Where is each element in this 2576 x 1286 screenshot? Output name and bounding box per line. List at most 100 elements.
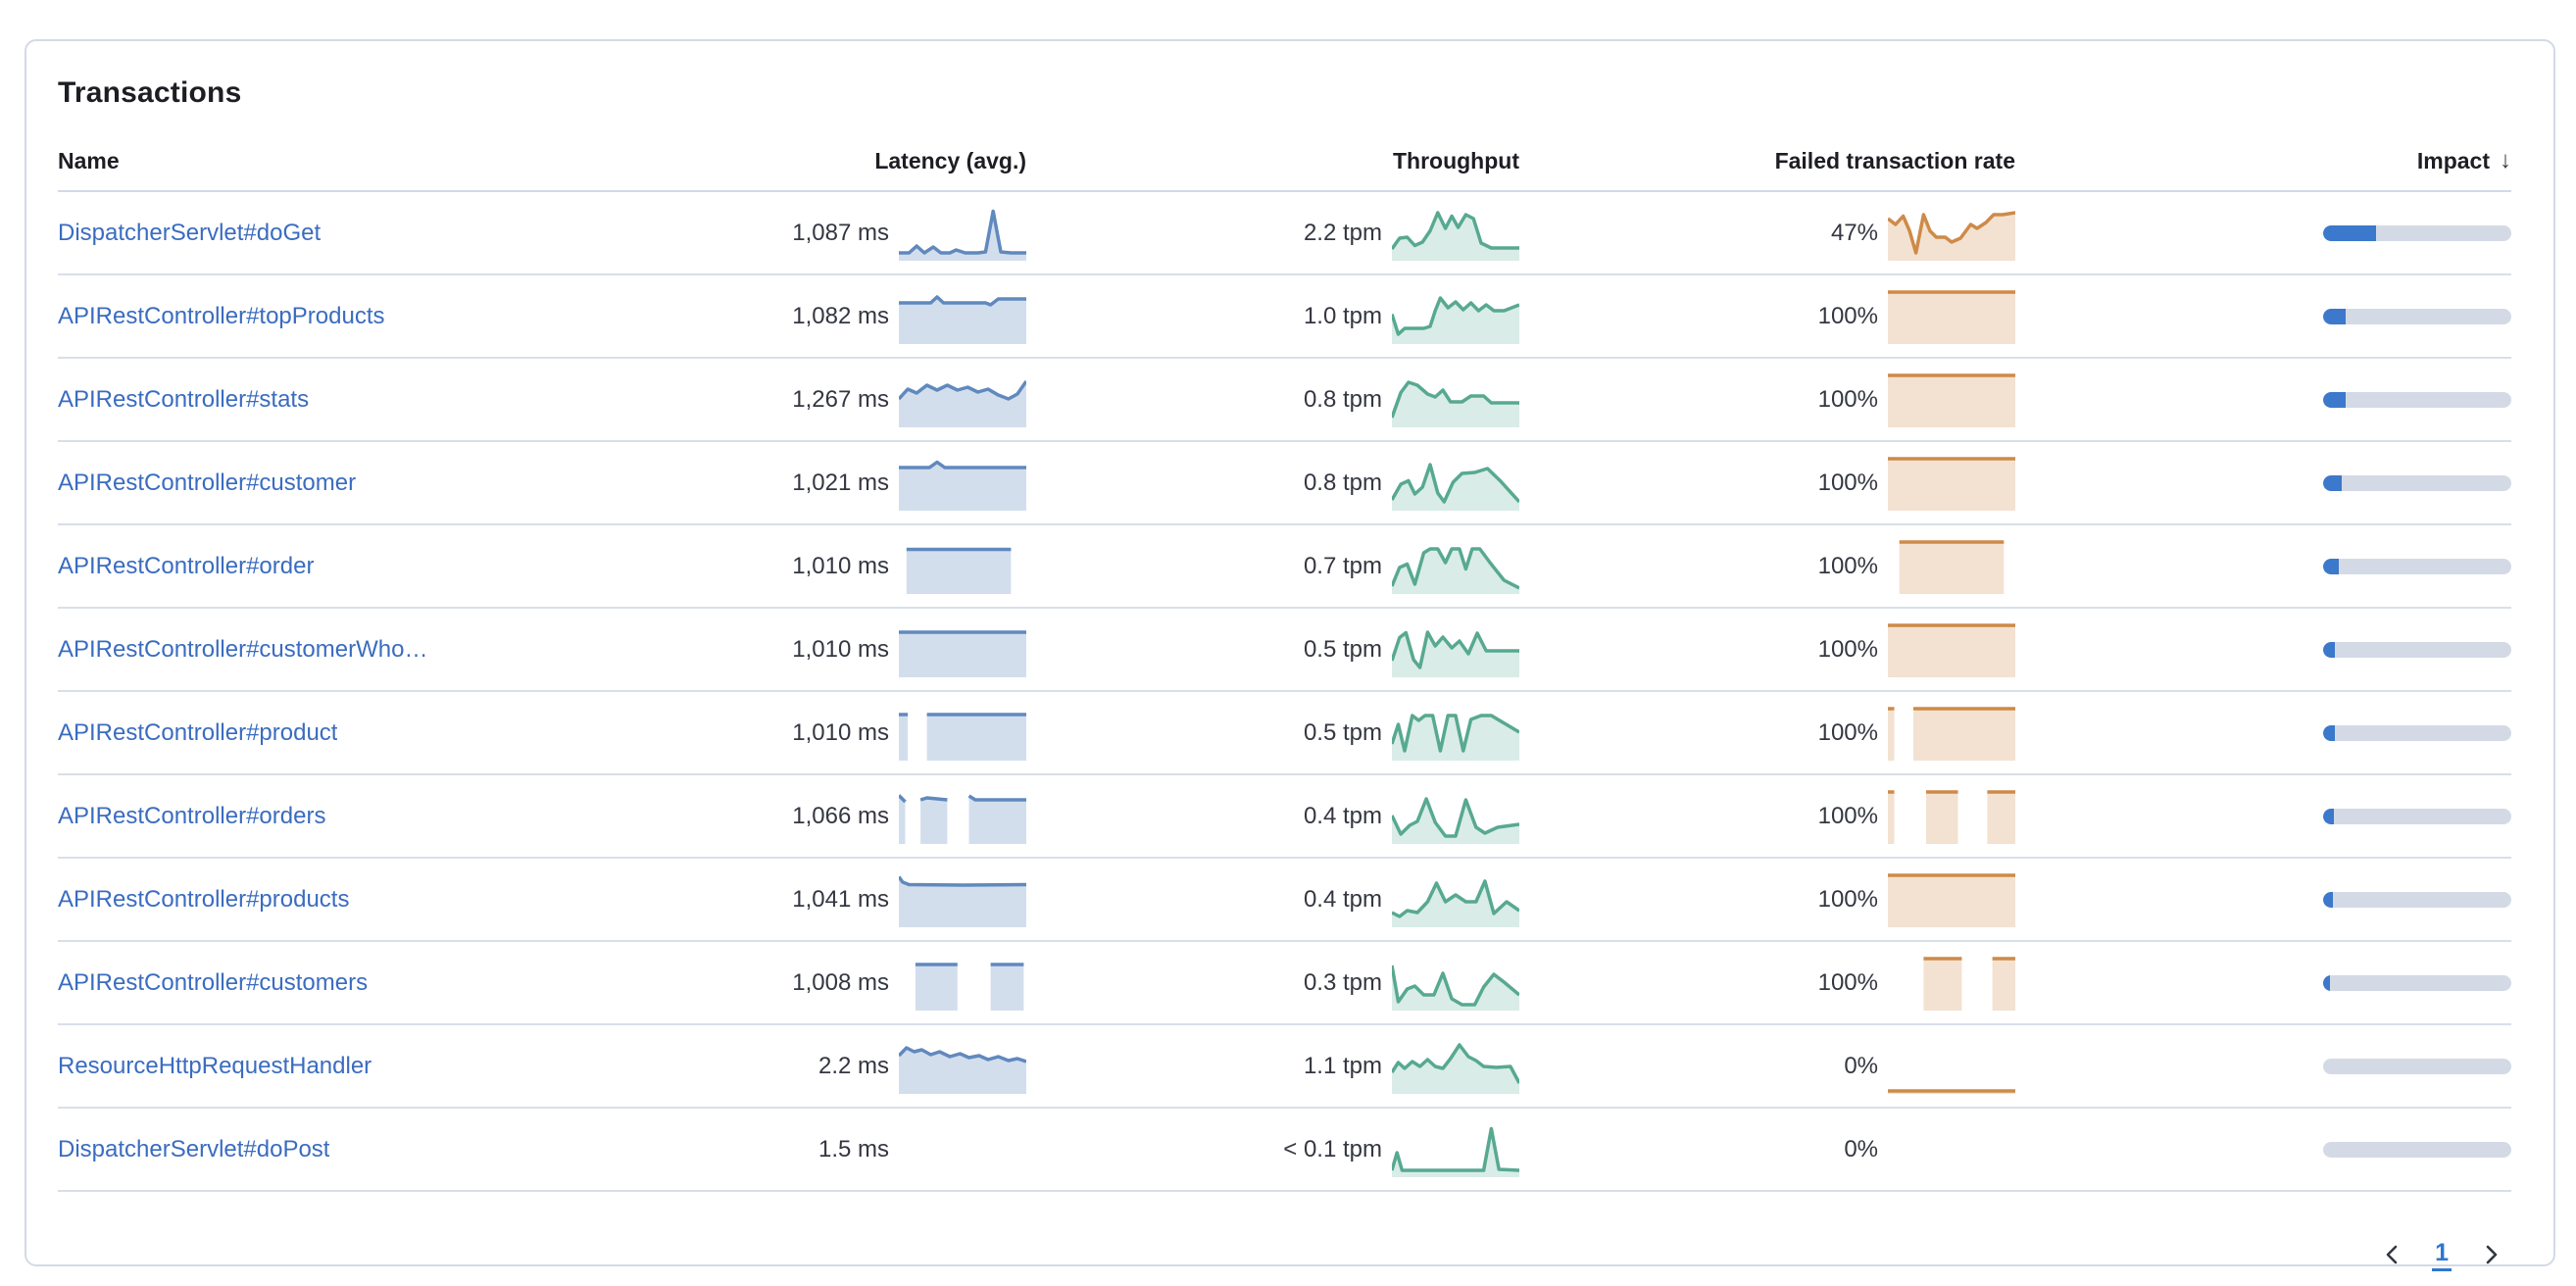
failed-rate-sparkline (1888, 372, 2015, 427)
failed-rate-value: 100% (1817, 718, 1878, 746)
latency-sparkline (899, 622, 1026, 677)
transaction-name-link[interactable]: APIRestController#customers (58, 968, 369, 996)
column-header-throughput[interactable]: Throughput (1392, 147, 1519, 173)
transaction-name-link[interactable]: APIRestController#stats (58, 385, 310, 413)
throughput-value: 0.8 tpm (1303, 385, 1382, 413)
next-page-button[interactable] (2473, 1237, 2508, 1272)
table-row: DispatcherServlet#doPost 1.5 ms < 0.1 tp… (58, 1109, 2511, 1192)
transaction-name-link[interactable]: APIRestController#customerWho… (58, 635, 428, 663)
table-row: DispatcherServlet#doGet 1,087 ms 2.2 tpm… (58, 192, 2511, 275)
failed-rate-sparkline (1888, 539, 2015, 594)
latency-sparkline (899, 872, 1026, 927)
throughput-sparkline (1392, 1122, 1519, 1177)
column-header-impact[interactable]: Impact ↓ (2015, 133, 2511, 190)
impact-bar-fill (2323, 641, 2335, 658)
impact-bar (2323, 808, 2511, 824)
transaction-name-link[interactable]: APIRestController#product (58, 718, 338, 746)
page-number-current[interactable]: 1 (2432, 1239, 2452, 1271)
failed-rate-sparkline (1888, 622, 2015, 677)
prev-page-button[interactable] (2375, 1237, 2410, 1272)
throughput-sparkline (1392, 1039, 1519, 1094)
table-row: APIRestController#order 1,010 ms 0.7 tpm… (58, 525, 2511, 609)
throughput-sparkline (1392, 706, 1519, 761)
table-row: APIRestController#stats 1,267 ms 0.8 tpm… (58, 359, 2511, 442)
chevron-left-icon (2386, 1245, 2398, 1264)
throughput-value: 0.8 tpm (1303, 469, 1382, 496)
throughput-value: 0.3 tpm (1303, 968, 1382, 996)
impact-bar-fill (2323, 808, 2334, 824)
throughput-sparkline (1392, 206, 1519, 261)
impact-bar (2323, 974, 2511, 991)
latency-sparkline (899, 539, 1026, 594)
latency-sparkline (899, 1122, 1026, 1177)
impact-bar-fill (2323, 391, 2347, 408)
transaction-name-link[interactable]: APIRestController#products (58, 885, 350, 913)
table-header: Name Latency (avg.) Throughput Failed tr… (58, 133, 2522, 192)
transaction-name-link[interactable]: APIRestController#orders (58, 802, 326, 829)
latency-value: 1,010 ms (792, 718, 889, 746)
impact-bar (2323, 308, 2511, 324)
failed-rate-value: 100% (1817, 302, 1878, 329)
transaction-name-link[interactable]: DispatcherServlet#doPost (58, 1135, 330, 1162)
failed-rate-value: 100% (1817, 802, 1878, 829)
latency-value: 1,066 ms (792, 802, 889, 829)
latency-value: 1,087 ms (792, 219, 889, 246)
table-body: DispatcherServlet#doGet 1,087 ms 2.2 tpm… (58, 192, 2522, 1192)
failed-rate-sparkline (1888, 706, 2015, 761)
impact-bar (2323, 474, 2511, 491)
impact-bar (2323, 724, 2511, 741)
impact-bar-fill (2323, 558, 2340, 574)
transaction-name-link[interactable]: APIRestController#topProducts (58, 302, 385, 329)
throughput-value: < 0.1 tpm (1283, 1135, 1382, 1162)
latency-sparkline (899, 456, 1026, 511)
latency-sparkline (899, 206, 1026, 261)
throughput-value: 0.4 tpm (1303, 802, 1382, 829)
column-header-latency[interactable]: Latency (avg.) (874, 147, 1026, 173)
chevron-right-icon (2486, 1245, 2498, 1264)
impact-bar-fill (2323, 474, 2343, 491)
column-header-impact-label: Impact (2416, 147, 2490, 173)
throughput-value: 1.1 tpm (1303, 1052, 1382, 1079)
latency-value: 1,010 ms (792, 552, 889, 579)
transaction-name-link[interactable]: APIRestController#customer (58, 469, 357, 496)
failed-rate-value: 100% (1817, 635, 1878, 663)
sort-desc-arrow-icon: ↓ (2500, 147, 2511, 173)
throughput-sparkline (1392, 872, 1519, 927)
throughput-value: 2.2 tpm (1303, 219, 1382, 246)
impact-bar (2323, 1141, 2511, 1158)
failed-rate-sparkline (1888, 872, 2015, 927)
transactions-panel: Transactions Name Latency (avg.) Through… (25, 39, 2555, 1271)
throughput-value: 0.7 tpm (1303, 552, 1382, 579)
failed-rate-sparkline (1888, 456, 2015, 511)
table-row: APIRestController#product 1,010 ms 0.5 t… (58, 692, 2511, 775)
table-row: APIRestController#orders 1,066 ms 0.4 tp… (58, 775, 2511, 859)
failed-rate-sparkline (1888, 789, 2015, 844)
impact-bar (2323, 391, 2511, 408)
panel-title: Transactions (58, 76, 242, 109)
latency-value: 1,021 ms (792, 469, 889, 496)
transaction-name-link[interactable]: DispatcherServlet#doGet (58, 219, 322, 246)
failed-rate-sparkline (1888, 206, 2015, 261)
table-row: APIRestController#customers 1,008 ms 0.3… (58, 942, 2511, 1025)
impact-bar-fill (2323, 724, 2335, 741)
latency-sparkline (899, 289, 1026, 344)
failed-rate-value: 0% (1844, 1135, 1878, 1162)
latency-sparkline (899, 789, 1026, 844)
failed-rate-sparkline (1888, 956, 2015, 1011)
failed-rate-value: 100% (1817, 469, 1878, 496)
impact-bar (2323, 224, 2511, 241)
table-row: ResourceHttpRequestHandler 2.2 ms 1.1 tp… (58, 1025, 2511, 1109)
latency-value: 1.5 ms (817, 1135, 889, 1162)
impact-bar-fill (2323, 891, 2333, 908)
latency-sparkline (899, 372, 1026, 427)
failed-rate-value: 100% (1817, 552, 1878, 579)
column-header-failed-rate[interactable]: Failed transaction rate (1774, 147, 2015, 173)
latency-value: 1,267 ms (792, 385, 889, 413)
column-header-name[interactable]: Name (58, 147, 120, 173)
transaction-name-link[interactable]: ResourceHttpRequestHandler (58, 1052, 372, 1079)
throughput-value: 0.4 tpm (1303, 885, 1382, 913)
latency-sparkline (899, 706, 1026, 761)
impact-bar-fill (2323, 224, 2376, 241)
transaction-name-link[interactable]: APIRestController#order (58, 552, 315, 579)
throughput-sparkline (1392, 456, 1519, 511)
